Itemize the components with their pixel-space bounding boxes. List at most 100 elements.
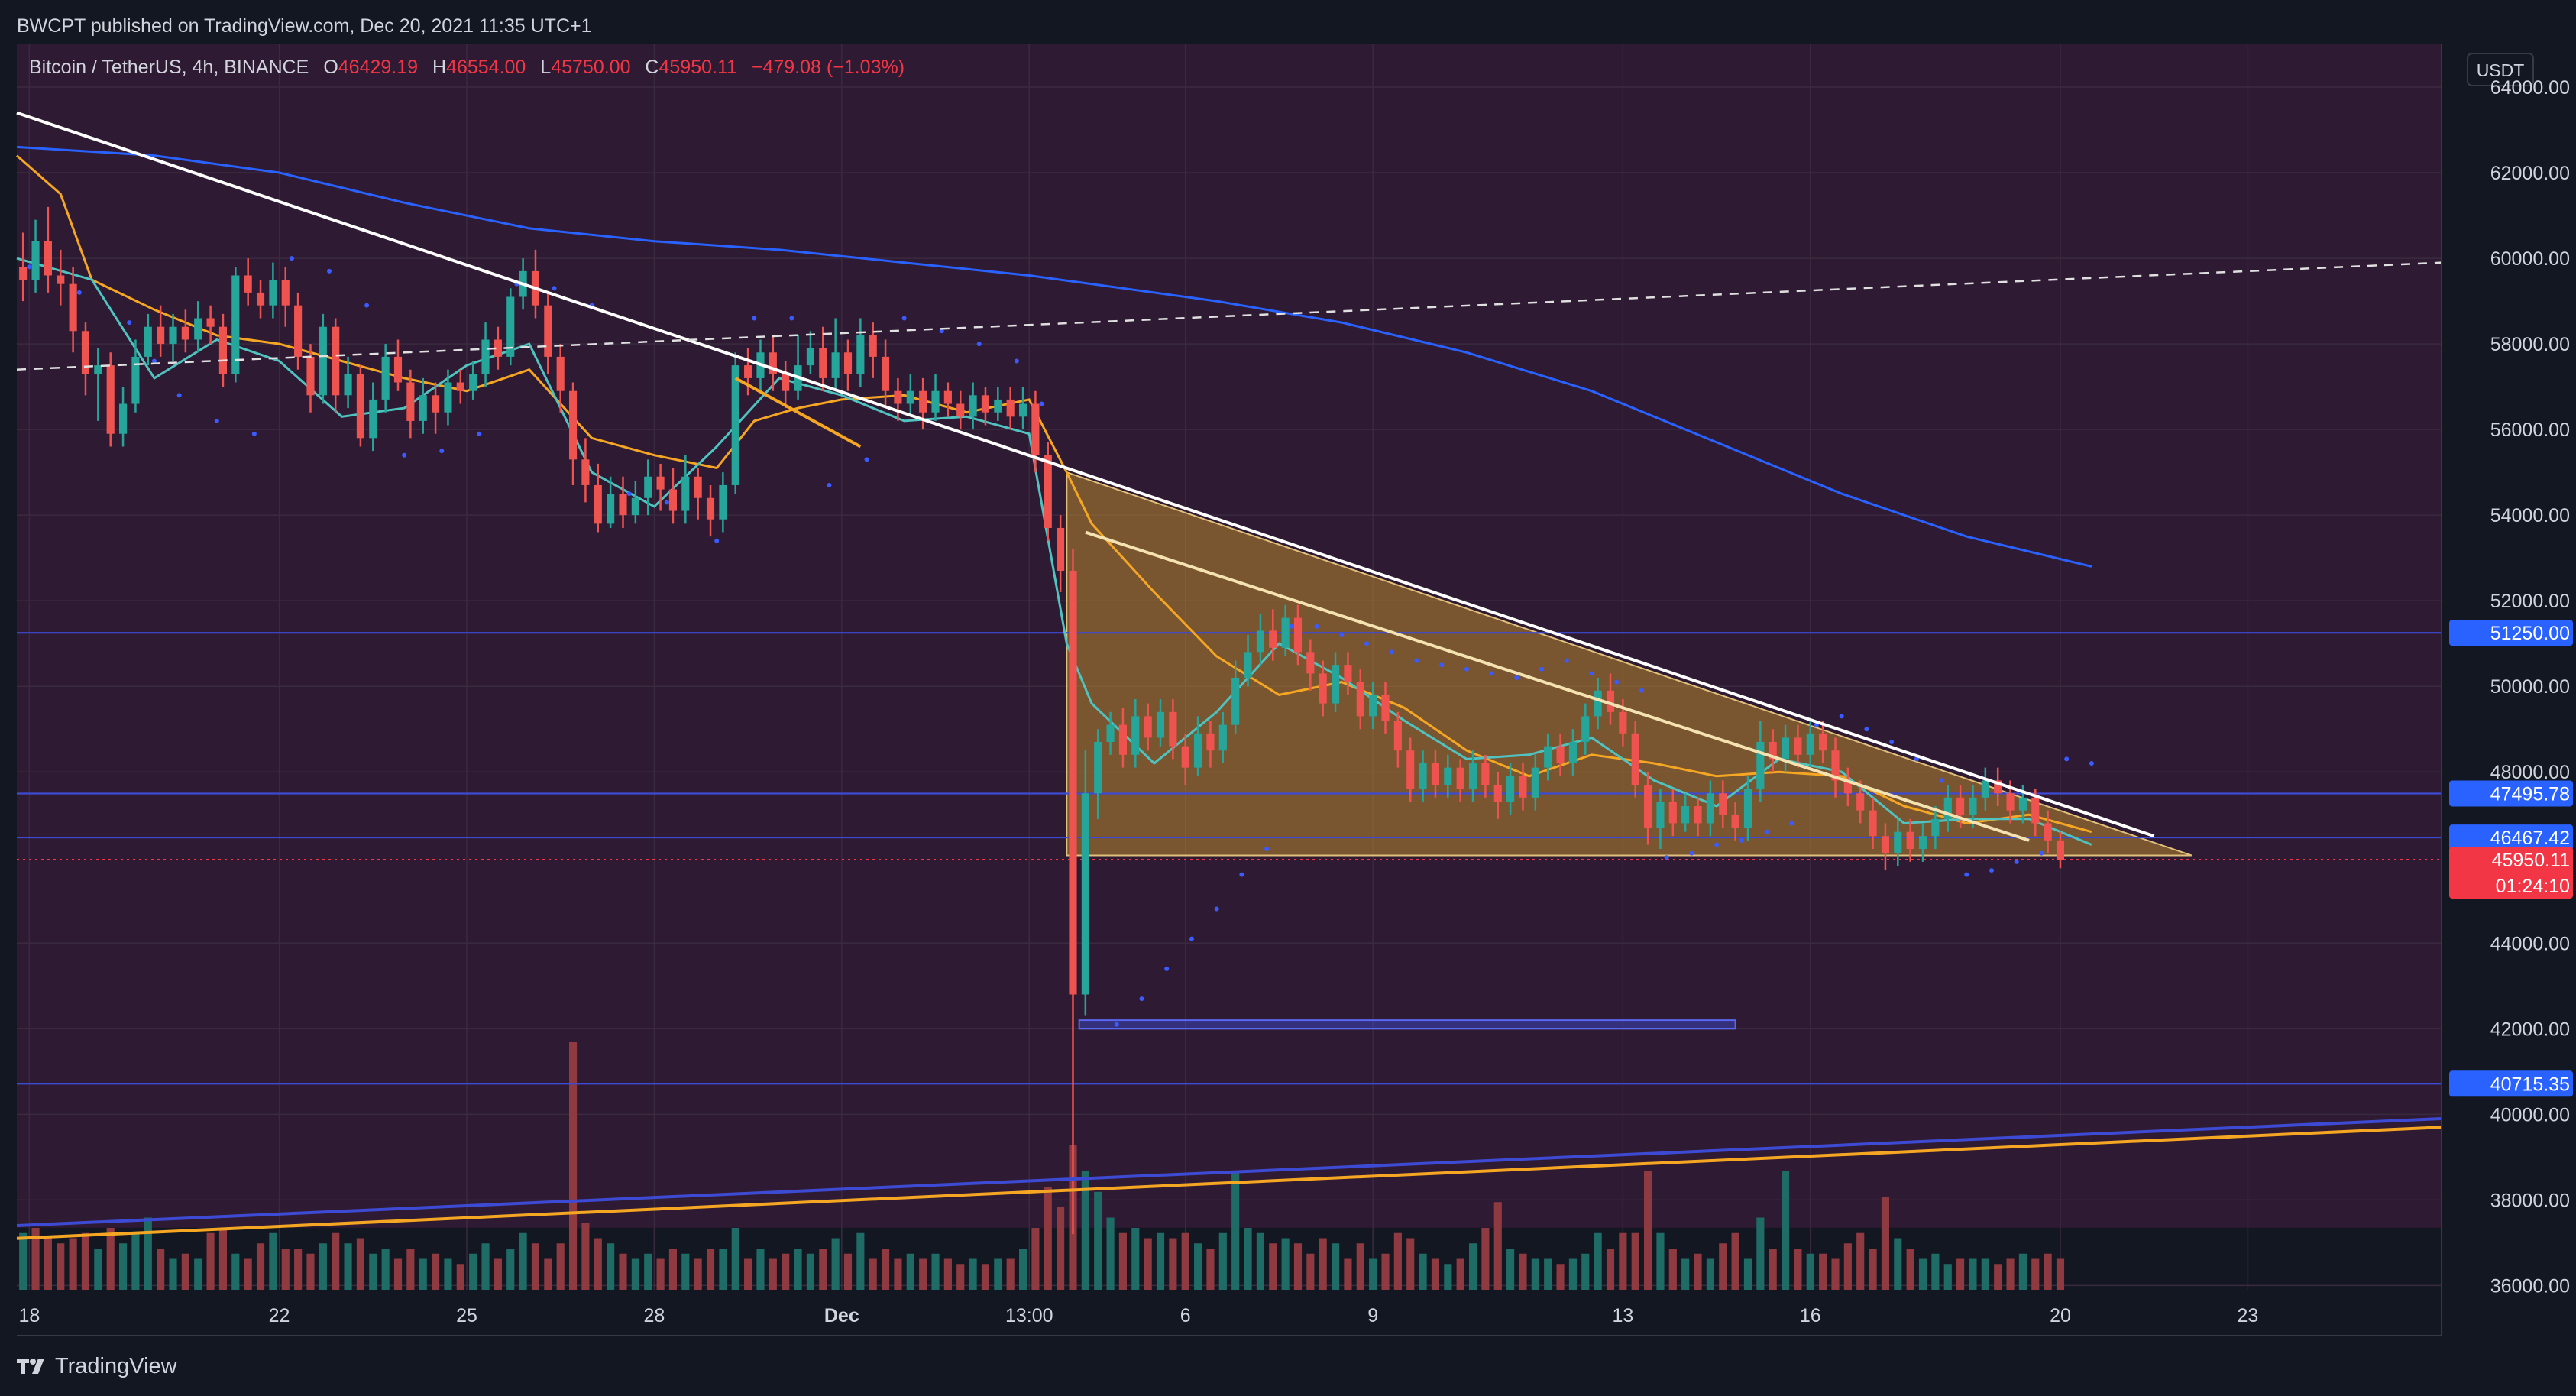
candle — [882, 339, 890, 409]
volume-bar — [31, 1228, 40, 1290]
legend-open-label: O — [323, 57, 338, 78]
volume-bar — [1181, 1232, 1189, 1290]
candle-body — [1344, 665, 1352, 682]
tradingview-logo-icon — [17, 1359, 44, 1374]
candle-body — [506, 296, 515, 357]
psar-dot — [27, 264, 32, 270]
candle-body — [1731, 815, 1739, 828]
candle-body — [356, 374, 364, 439]
footer-brand[interactable]: TradingView — [17, 1351, 177, 1381]
candle — [981, 387, 990, 426]
volume-bar — [1994, 1264, 2002, 1290]
price-tag-text: 46467.42 — [2490, 828, 2570, 849]
psar-dot — [789, 316, 794, 321]
candle — [1956, 785, 1965, 828]
candle-body — [1606, 690, 1615, 712]
volume-bar — [1644, 1171, 1652, 1290]
candle — [894, 377, 902, 421]
candle-body — [1994, 780, 2002, 794]
volume-bar — [981, 1264, 990, 1290]
price-tag: 51250.00 — [2449, 620, 2573, 646]
volume-bar — [631, 1258, 639, 1290]
candle-body — [1568, 742, 1577, 764]
volume-bar — [719, 1249, 727, 1290]
volume-bar — [1519, 1253, 1527, 1290]
candle-body — [956, 403, 965, 417]
y-tick-label: 36000.00 — [2490, 1275, 2570, 1297]
volume-bar — [919, 1258, 927, 1290]
candle — [1018, 387, 1027, 430]
candle — [1843, 767, 1852, 807]
candle-body — [344, 374, 352, 396]
psar-dot — [1189, 936, 1194, 941]
volume-bar — [1544, 1258, 1552, 1290]
candle-body — [906, 390, 914, 404]
symbol-legend: Bitcoin / TetherUS, 4h, BINANCE O46429.1… — [29, 57, 905, 79]
volume-bar — [1031, 1228, 1040, 1290]
candle — [294, 292, 303, 370]
psar-dot — [1439, 662, 1445, 668]
psar-dot — [1889, 740, 1895, 745]
volume-bar — [157, 1249, 165, 1290]
volume-bar — [1431, 1258, 1440, 1290]
candle — [1106, 711, 1115, 755]
psar-dot — [1539, 666, 1545, 672]
volume-bar — [1256, 1232, 1264, 1290]
candle-body — [181, 326, 189, 340]
volume-bar — [194, 1258, 202, 1290]
psar-dot — [1489, 671, 1494, 676]
psar-dot — [1689, 850, 1694, 856]
candle — [681, 455, 690, 524]
candle-body — [294, 305, 303, 357]
candle — [782, 361, 790, 409]
volume-bar — [856, 1232, 865, 1290]
volume-bar — [393, 1258, 403, 1290]
candle-body — [1706, 793, 1714, 824]
psar-dot — [1764, 829, 1769, 834]
psar-dot — [176, 393, 182, 398]
volume-bar — [1781, 1171, 1790, 1290]
candle — [544, 292, 552, 374]
volume-bar — [2056, 1258, 2065, 1290]
legend-symbol[interactable]: Bitcoin / TetherUS, 4h, BINANCE — [29, 57, 309, 78]
trendline-main-downtrend — [16, 111, 2155, 838]
volume-bar — [1731, 1232, 1739, 1290]
candle-body — [393, 356, 403, 383]
psar-dot — [1139, 996, 1144, 1002]
candle-body — [1468, 763, 1477, 789]
candle-body — [831, 352, 840, 378]
candle — [843, 339, 853, 391]
candle-body — [843, 352, 853, 374]
candle — [594, 463, 602, 533]
volume-bar — [44, 1238, 52, 1290]
volume-bar — [231, 1253, 240, 1290]
candle — [157, 305, 165, 357]
psar-dot — [1464, 666, 1469, 672]
volume-bar — [2031, 1258, 2040, 1290]
volume-bar — [506, 1249, 515, 1290]
candle-body — [94, 365, 102, 374]
x-tick-label: 25 — [456, 1305, 477, 1326]
volume-bar — [1106, 1217, 1115, 1290]
candle — [1319, 660, 1327, 717]
candle — [1118, 708, 1128, 768]
candle-body — [969, 395, 977, 417]
volume-bar — [269, 1232, 277, 1290]
candle-body — [69, 283, 77, 332]
psar-dot — [752, 316, 757, 321]
volume-bar — [369, 1253, 377, 1290]
candle — [1393, 711, 1402, 768]
price-tag-text: 40715.35 — [2490, 1074, 2570, 1095]
legend-low-label: L — [540, 57, 552, 78]
candle — [231, 267, 240, 383]
volume-bar — [843, 1253, 853, 1290]
candle-body — [269, 280, 277, 306]
candle — [568, 382, 578, 485]
currency-label: USDT — [2477, 60, 2525, 80]
volume-bar — [994, 1258, 1002, 1290]
candle-body — [319, 326, 327, 396]
candle — [1444, 754, 1452, 798]
psar-dot — [1114, 1022, 1119, 1027]
volume-bar — [1406, 1238, 1415, 1290]
